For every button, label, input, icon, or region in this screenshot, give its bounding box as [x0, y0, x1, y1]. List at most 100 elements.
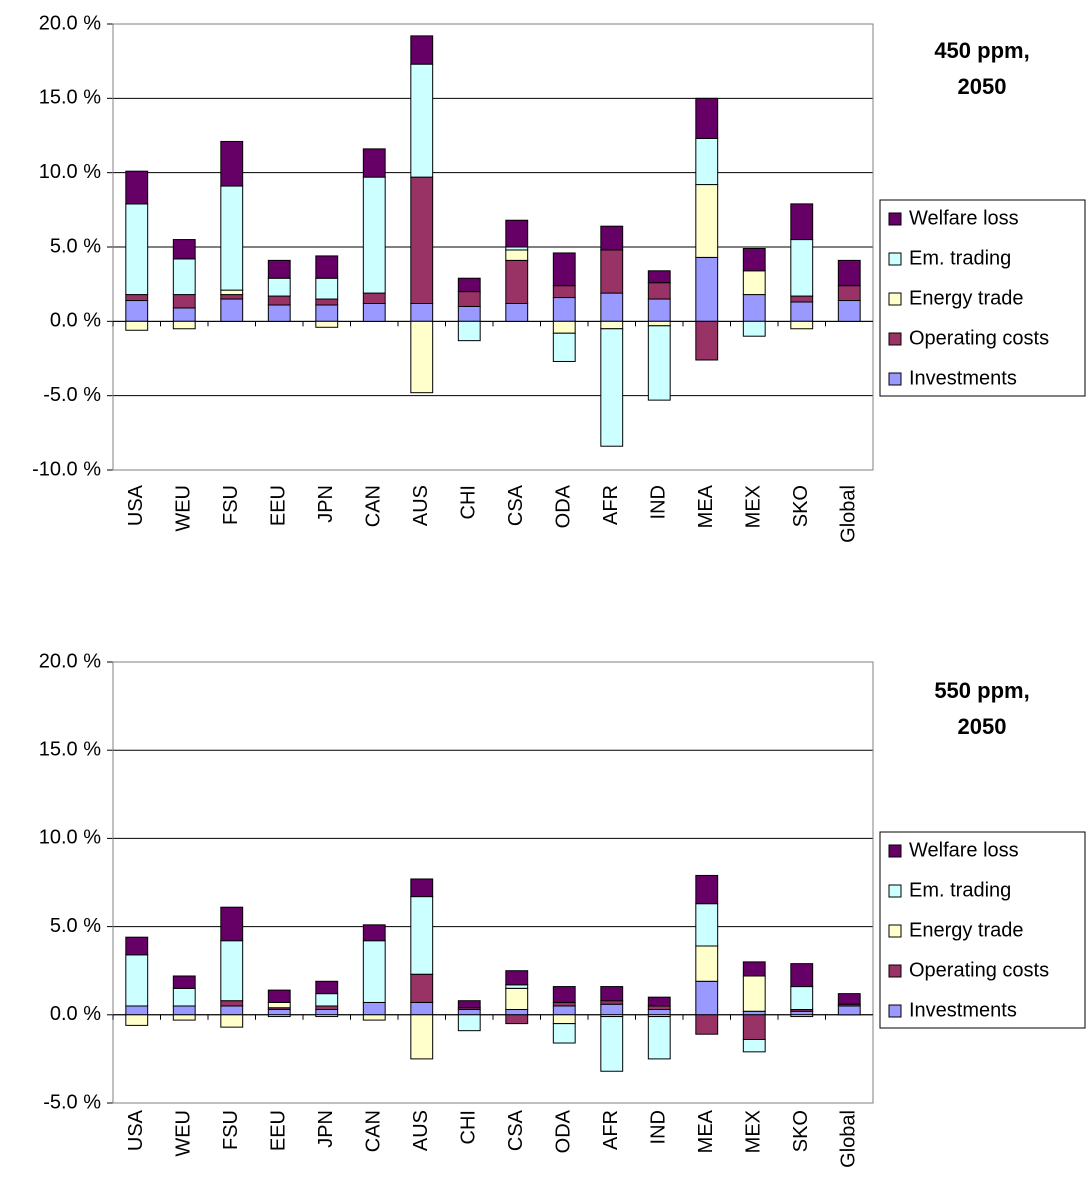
x-tick-label: MEX	[743, 485, 765, 528]
bar-segment	[125, 203, 149, 296]
bar-segment	[172, 307, 196, 322]
bar-segment	[267, 1001, 291, 1009]
bar-segment	[220, 906, 244, 942]
bar-segment	[790, 320, 814, 330]
bar-segment	[695, 97, 719, 139]
bar-segment	[695, 320, 719, 361]
x-tick-label: FSU	[220, 1110, 242, 1150]
bar-segment	[220, 294, 244, 300]
legend-swatch	[888, 884, 902, 898]
x-tick-label: CSA	[505, 1109, 527, 1151]
bar-segment	[600, 1016, 624, 1072]
bar-segment	[315, 993, 339, 1007]
legend-swatch	[888, 372, 902, 386]
bar-segment	[457, 1014, 481, 1032]
bar-segment	[600, 986, 624, 1002]
bar-segment	[742, 320, 766, 337]
bar-segment	[315, 298, 339, 306]
bar-segment	[410, 302, 434, 322]
bar-segment	[600, 292, 624, 322]
y-tick-label: 15.0 %	[39, 738, 101, 760]
bar-segment	[125, 1014, 149, 1026]
legend-swatch	[888, 844, 902, 858]
bar-segment	[552, 320, 576, 334]
plot-frame	[112, 23, 874, 471]
legend-swatch	[888, 964, 902, 978]
bar-segment	[315, 320, 339, 328]
bar-segment	[267, 295, 291, 306]
bar-segment	[457, 1009, 481, 1016]
bar-segment	[505, 219, 529, 248]
bar-segment	[267, 277, 291, 297]
legend-label: Em. trading	[909, 879, 1011, 901]
x-tick-label: AUS	[410, 1110, 432, 1151]
x-tick-label: SKO	[790, 1110, 812, 1152]
bar-segment	[647, 298, 671, 322]
x-tick-label: EEU	[268, 485, 290, 526]
x-tick-label: ODA	[553, 484, 575, 528]
annotation: 450 ppm,	[934, 38, 1029, 63]
legend-label: Em. trading	[909, 247, 1011, 269]
bar-segment	[457, 277, 481, 293]
x-tick-label: FSU	[220, 485, 242, 525]
bar-segment	[790, 1010, 814, 1016]
bar-segment	[125, 936, 149, 956]
bar-segment	[600, 249, 624, 294]
x-tick-label: WEU	[173, 1110, 195, 1157]
bar-segment	[552, 285, 576, 299]
legend-swatch	[888, 924, 902, 938]
x-tick-label: CHI	[458, 485, 480, 519]
bar-segment	[125, 954, 149, 1007]
x-tick-label: IND	[648, 485, 670, 519]
x-tick-label: SKO	[790, 485, 812, 527]
bar-segment	[742, 1014, 766, 1040]
bar-segment	[362, 302, 386, 322]
bar-segment	[362, 1001, 386, 1016]
bar-segment	[457, 291, 481, 307]
bar-segment	[172, 320, 196, 330]
annotation: 2050	[958, 714, 1007, 739]
annotation: 2050	[958, 74, 1007, 99]
bar-segment	[647, 1016, 671, 1060]
x-tick-label: MEA	[695, 484, 717, 528]
bar-segment	[837, 285, 861, 302]
bar-segment	[505, 259, 529, 304]
bar-segment	[172, 1014, 196, 1021]
bar-segment	[362, 924, 386, 942]
bar-segment	[647, 320, 671, 327]
legend-swatch	[888, 332, 902, 346]
x-tick-label: CHI	[458, 1110, 480, 1144]
y-tick-label: 20.0 %	[39, 650, 101, 672]
bar-segment	[647, 1005, 671, 1011]
bar-segment	[552, 297, 576, 322]
bar-segment	[267, 989, 291, 1003]
bar-segment	[410, 176, 434, 304]
bar-segment	[410, 1014, 434, 1060]
bar-segment	[172, 975, 196, 989]
bar-segment	[695, 184, 719, 258]
bar-segment	[410, 320, 434, 394]
bar-segment	[505, 1009, 529, 1016]
bar-segment	[790, 295, 814, 303]
x-tick-label: EEU	[268, 1110, 290, 1151]
x-tick-label: MEX	[743, 1110, 765, 1153]
bar-segment	[362, 148, 386, 178]
bar-segment	[790, 239, 814, 297]
bar-segment	[410, 35, 434, 65]
bar-segment	[837, 300, 861, 322]
bar-segment	[552, 1001, 576, 1007]
bar-segment	[695, 903, 719, 947]
bar-segment	[647, 270, 671, 284]
bar-segment	[315, 304, 339, 322]
bar-segment	[552, 1005, 576, 1016]
legend-swatch	[888, 292, 902, 306]
bar-segment	[315, 980, 339, 995]
bar-segment	[790, 1014, 814, 1018]
x-tick-label: Global	[838, 485, 860, 543]
bar-segment	[695, 945, 719, 982]
y-tick-label: -10.0 %	[32, 458, 101, 480]
bar-segment	[790, 986, 814, 1011]
x-tick-label: USA	[125, 484, 147, 526]
y-tick-label: 0.0 %	[50, 310, 101, 332]
